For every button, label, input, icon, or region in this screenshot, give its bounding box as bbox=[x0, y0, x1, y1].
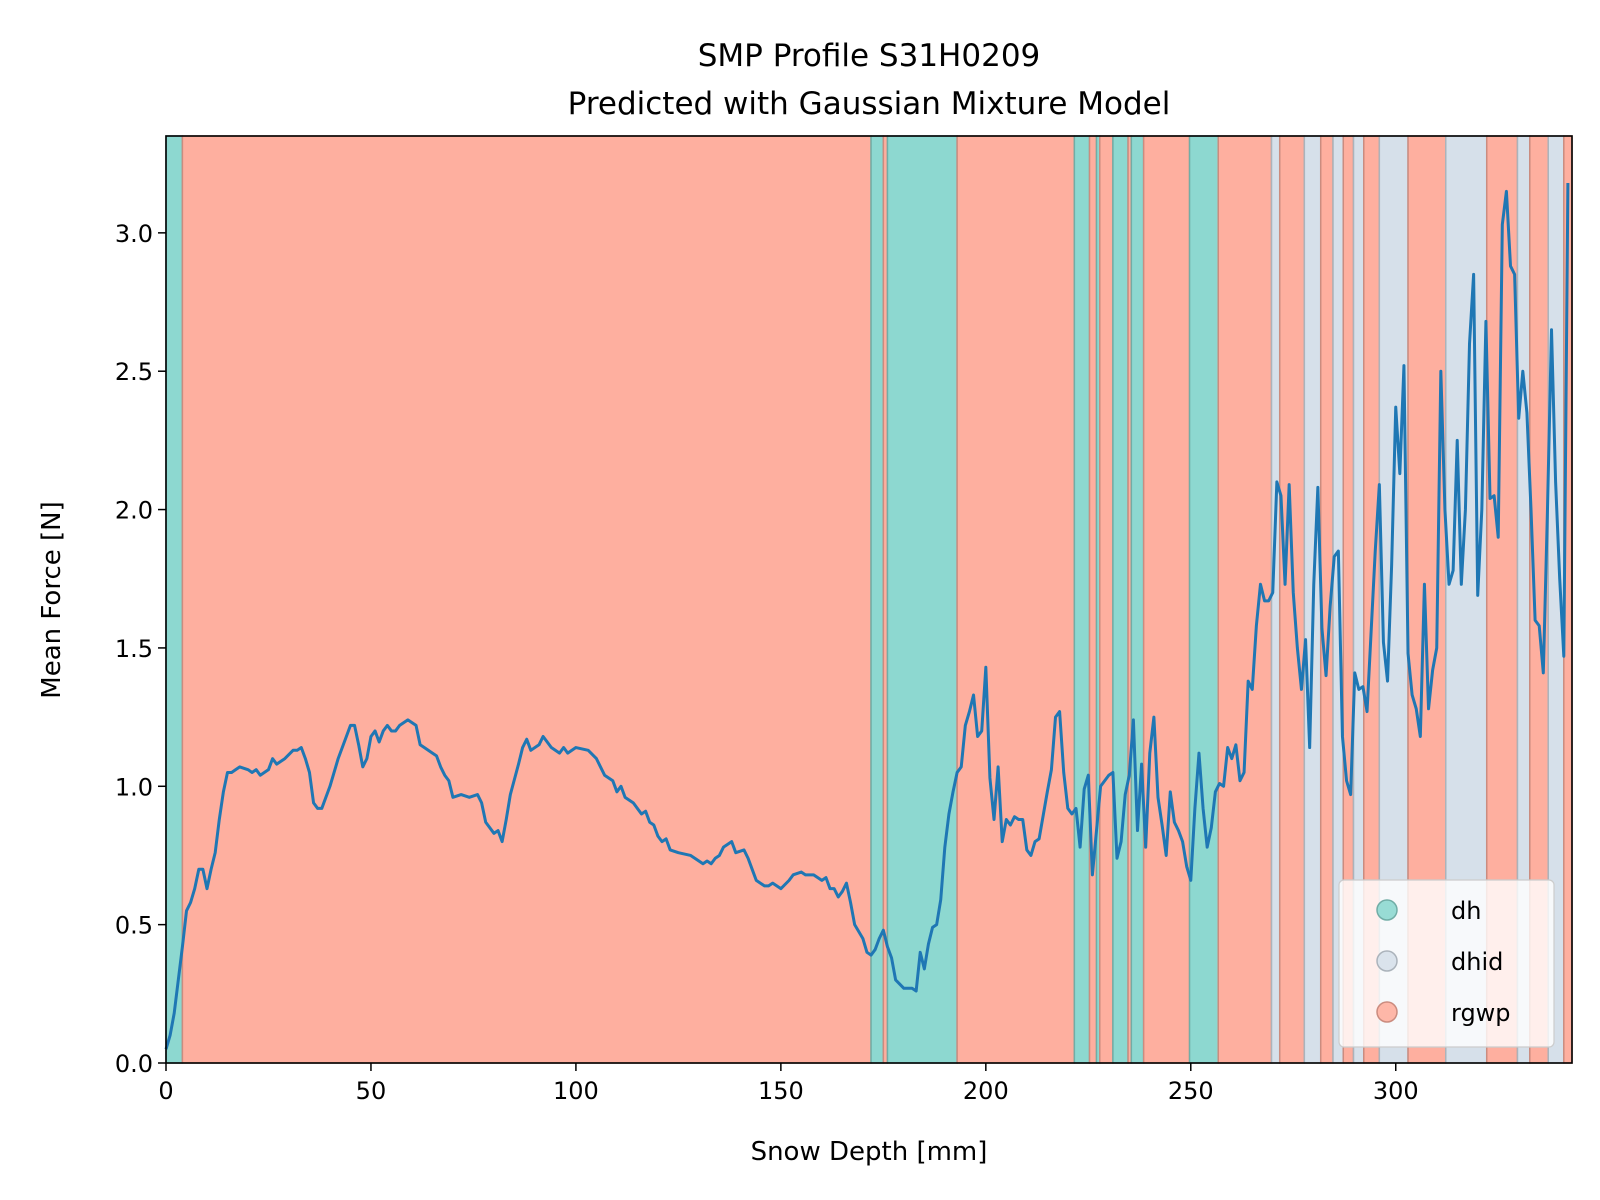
y-tick-label: 0.0 bbox=[115, 1050, 153, 1078]
class-span bbox=[165, 135, 184, 1064]
class-span bbox=[1217, 135, 1273, 1064]
y-axis-label: Mean Force [N] bbox=[37, 501, 67, 698]
class-span bbox=[1073, 135, 1091, 1064]
legend-box bbox=[1338, 879, 1555, 1048]
class-span bbox=[1112, 135, 1129, 1064]
x-tick-label: 50 bbox=[356, 1077, 387, 1105]
legend-label: rgwp bbox=[1451, 999, 1511, 1027]
x-tick-label: 200 bbox=[963, 1077, 1009, 1105]
class-span bbox=[181, 135, 872, 1064]
y-tick-label: 0.5 bbox=[115, 912, 153, 940]
class-span bbox=[1099, 135, 1114, 1064]
x-tick-label: 100 bbox=[553, 1077, 599, 1105]
data-line bbox=[164, 183, 1570, 1050]
x-tick-label: 0 bbox=[158, 1077, 173, 1105]
y-tick-label: 2.0 bbox=[115, 497, 153, 525]
class-span bbox=[886, 135, 958, 1064]
x-tick-label: 250 bbox=[1168, 1077, 1214, 1105]
legend-label: dhid bbox=[1451, 948, 1503, 976]
chart-title: SMP Profile S31H0209 bbox=[698, 38, 1041, 74]
legend-marker bbox=[1376, 950, 1398, 972]
y-tick-label: 3.0 bbox=[115, 220, 153, 248]
legend-marker bbox=[1376, 1001, 1398, 1023]
class-span bbox=[1278, 135, 1306, 1064]
class-span bbox=[1088, 135, 1098, 1064]
y-tick-label: 2.5 bbox=[115, 358, 153, 386]
chart-subtitle: Predicted with Gaussian Mixture Model bbox=[568, 86, 1171, 122]
x-tick-label: 300 bbox=[1373, 1077, 1419, 1105]
class-span bbox=[1270, 135, 1281, 1064]
y-tick-label: 1.5 bbox=[115, 635, 153, 663]
x-tick-label: 150 bbox=[758, 1077, 804, 1105]
class-span bbox=[956, 135, 1076, 1064]
y-tick-label: 1.0 bbox=[115, 773, 153, 801]
class-span bbox=[870, 135, 885, 1064]
legend-marker bbox=[1376, 899, 1398, 921]
class-span bbox=[1130, 135, 1145, 1064]
class-span bbox=[1142, 135, 1191, 1064]
x-axis-label: Snow Depth [mm] bbox=[751, 1137, 988, 1167]
class-span bbox=[1188, 135, 1219, 1064]
axes-frame bbox=[165, 135, 1573, 1064]
legend-label: dh bbox=[1451, 897, 1481, 925]
